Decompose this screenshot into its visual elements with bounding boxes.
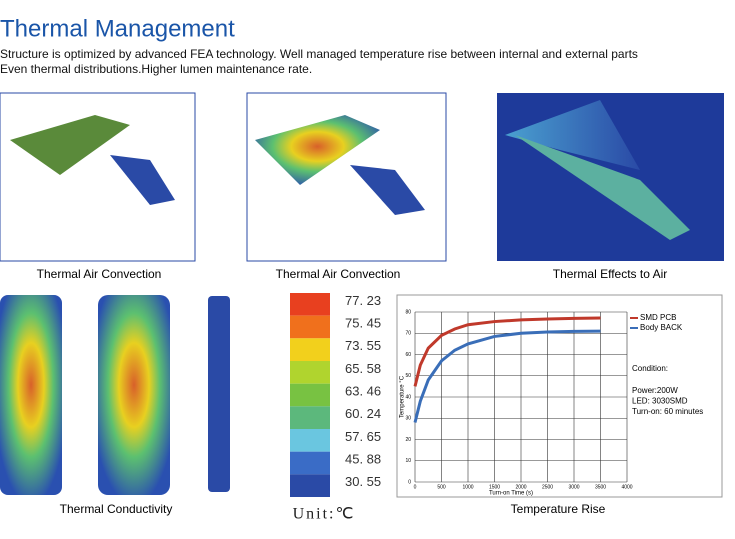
x-axis-label: Turn-on Time (s)	[489, 491, 533, 497]
chart-note: Turn-on: 60 minutes	[632, 407, 703, 416]
lamp-arm	[350, 165, 425, 215]
series-line	[413, 316, 601, 387]
scale-swatch	[290, 293, 330, 316]
legend-label: SMD PCB	[640, 313, 676, 322]
caption: Temperature Rise	[511, 502, 606, 516]
y-axis-label: Temperature °C	[400, 375, 406, 418]
scale-swatch	[290, 429, 330, 452]
y-tick-label: 10	[405, 458, 411, 464]
lamp	[515, 135, 690, 240]
x-tick-label: 1500	[489, 484, 500, 490]
y-tick-label: 50	[405, 373, 411, 379]
scale-swatch	[290, 361, 330, 384]
color-scale: 77. 23 75. 45 73. 55 65. 58 63. 46 60. 24 57. …	[290, 293, 381, 497]
scale-label: 57. 65	[345, 429, 381, 444]
scale-swatch	[290, 474, 330, 497]
scale-label: 65. 58	[345, 361, 381, 376]
scale-label: 63. 46	[345, 383, 381, 398]
lamp-head	[10, 115, 130, 175]
y-tick-label: 30	[405, 416, 411, 422]
caption: Thermal Conductivity	[60, 502, 173, 516]
y-tick-label: 0	[408, 479, 411, 485]
scale-swatch	[290, 315, 330, 339]
series-line	[413, 329, 601, 423]
unit: Unit:℃	[293, 506, 356, 523]
y-tick-label: 70	[405, 331, 411, 337]
caption: Thermal Air Convection	[276, 267, 401, 281]
chart-frame	[396, 294, 723, 498]
chart-note: Condition:	[632, 364, 668, 373]
scale-label: 75. 45	[345, 315, 381, 330]
scale-swatch	[290, 406, 330, 429]
y-tick-label: 20	[405, 437, 411, 443]
lamp-side	[208, 296, 230, 492]
scale-label: 60. 24	[345, 406, 381, 421]
x-tick-label: 500	[437, 484, 446, 490]
y-tick-label: 40	[405, 394, 411, 400]
scale-label: 30. 55	[345, 474, 381, 489]
lamp-arm	[110, 155, 175, 205]
x-tick-label: 3500	[595, 484, 606, 490]
scale-label: 45. 88	[345, 451, 381, 466]
scale-label: 73. 55	[345, 338, 381, 353]
lamp-top	[0, 295, 62, 495]
title: Thermal Management	[0, 15, 235, 42]
y-tick-label: 60	[405, 352, 411, 358]
legend-label: Body BACK	[640, 323, 683, 332]
chart: 0 10 20 30 40 50 60 70 80 0 500 1000 1500 2000 2500 300…	[400, 309, 704, 496]
x-tick-label: 2000	[515, 484, 526, 490]
chart-note: Power:200W	[632, 386, 678, 395]
lamp-head	[255, 115, 380, 185]
caption: Thermal Effects to Air	[553, 267, 668, 281]
scale-swatch	[290, 383, 330, 407]
scale-swatch	[290, 338, 330, 361]
desc: Even thermal distributions.Higher lumen …	[0, 62, 312, 76]
scale-label: 77. 23	[345, 293, 381, 308]
x-tick-label: 4000	[621, 484, 632, 490]
x-tick-label: 1000	[462, 484, 473, 490]
air-plume	[505, 100, 640, 170]
caption: Thermal Air Convection	[37, 267, 162, 281]
x-tick-label: 0	[414, 484, 417, 490]
scale-swatch	[290, 451, 330, 475]
y-tick-label: 80	[405, 309, 411, 315]
lamp-back	[98, 295, 170, 495]
chart-note: LED: 3030SMD	[632, 397, 688, 406]
x-tick-label: 2500	[542, 484, 553, 490]
x-tick-label: 3000	[568, 484, 579, 490]
desc: Structure is optimized by advanced FEA t…	[0, 47, 638, 61]
